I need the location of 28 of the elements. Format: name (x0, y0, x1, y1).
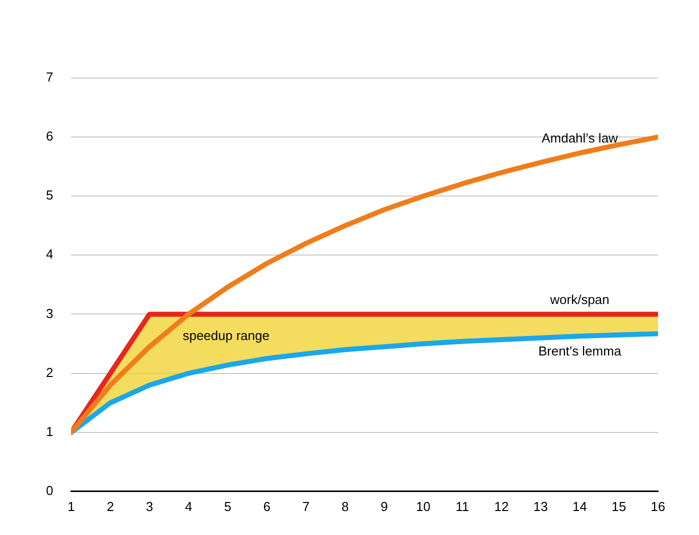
x-tick-label: 12 (494, 498, 509, 514)
x-tick-label: 5 (224, 498, 232, 514)
series-label: work/span (549, 292, 610, 307)
x-tick-label: 10 (416, 498, 431, 514)
y-tick-label: 5 (46, 188, 54, 203)
y-tick-label: 3 (46, 306, 54, 321)
annotation: speedup range (182, 328, 270, 343)
x-tick-label: 7 (302, 498, 310, 514)
x-tick-label: 14 (572, 498, 587, 514)
x-tick-label: 4 (184, 498, 192, 514)
y-tick-label: 6 (46, 128, 54, 144)
y-tick-label: 0 (46, 482, 54, 498)
x-tick-label: 9 (380, 498, 388, 514)
x-tick-label: 11 (456, 498, 470, 514)
x-tick-label: 15 (612, 498, 626, 514)
y-tick-label: 4 (46, 246, 54, 262)
x-tick-label: 16 (650, 498, 666, 514)
x-tick-label: 13 (533, 498, 548, 514)
x-tick-label: 1 (68, 498, 75, 514)
y-tick-label: 7 (46, 70, 54, 85)
y-tick-label: 1 (46, 424, 54, 439)
series-label: Brent’s lemma (538, 344, 622, 359)
x-tick-label: 3 (146, 498, 154, 514)
x-tick-label: 2 (106, 498, 114, 514)
x-tick-label: 8 (341, 498, 349, 514)
x-tick-label: 6 (263, 498, 270, 514)
series-label: Amdahl’s law (542, 130, 619, 146)
y-tick-label: 2 (46, 364, 54, 380)
